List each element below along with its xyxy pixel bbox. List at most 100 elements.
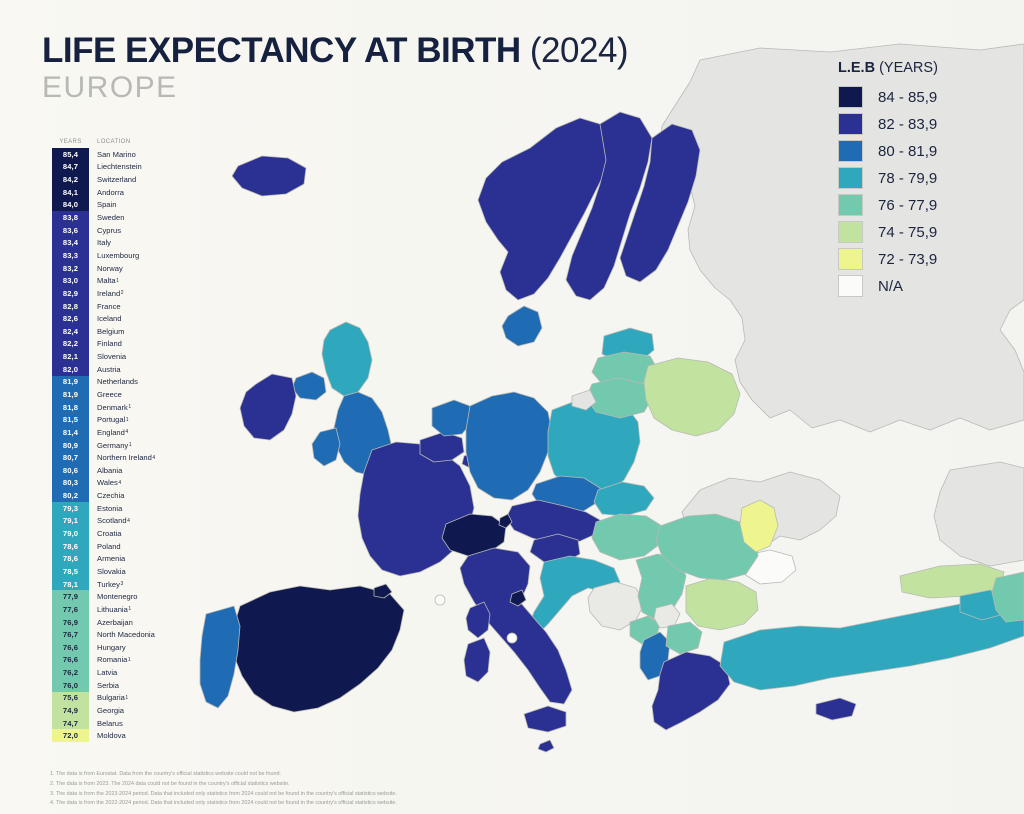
table-row[interactable]: 74,9 Georgia: [52, 704, 180, 717]
row-location-name: Slovenia: [97, 352, 127, 362]
legend-swatch: [838, 167, 863, 189]
legend-item[interactable]: 76 - 77,9: [838, 194, 938, 216]
table-row[interactable]: 84,1 Andorra: [52, 185, 180, 199]
table-row[interactable]: 81,4 England 4: [52, 426, 180, 439]
legend-item[interactable]: N/A: [838, 275, 938, 297]
row-location-name: Belarus: [97, 718, 123, 728]
table-row[interactable]: 83,4 Italy: [52, 236, 180, 250]
table-row[interactable]: 80,6 Albania: [52, 464, 180, 477]
table-row[interactable]: 83,2 Norway: [52, 261, 180, 275]
table-row[interactable]: 76,6 Hungary: [52, 640, 180, 654]
table-row[interactable]: 76,0 Serbia: [52, 678, 180, 692]
footnotes-block: 1. The data is from Eurostat. Data from …: [50, 770, 397, 809]
row-value: 76,0: [52, 678, 89, 692]
table-row[interactable]: 81,8 Denmark 1: [52, 400, 180, 414]
row-value: 80,6: [52, 464, 89, 477]
table-row[interactable]: 81,9 Greece: [52, 388, 180, 401]
row-location-name: North Macedonia: [97, 630, 155, 640]
table-row[interactable]: 83,8 Sweden: [52, 211, 180, 224]
row-location-name: Estonia: [97, 503, 123, 513]
legend-item[interactable]: 72 - 73,9: [838, 248, 938, 270]
legend-item[interactable]: 80 - 81,9: [838, 140, 938, 162]
row-value: 83,6: [52, 223, 89, 237]
row-location-name: Netherlands: [97, 377, 138, 387]
table-row[interactable]: 77,6 Lithuania 1: [52, 603, 180, 616]
table-row[interactable]: 80,2 Czechia: [52, 489, 180, 502]
table-row[interactable]: 85,4 San Marino: [52, 148, 180, 161]
table-row[interactable]: 82,1 Slovenia: [52, 350, 180, 363]
table-row[interactable]: 78,6 Poland: [52, 539, 180, 553]
row-location: Switzerland: [97, 173, 136, 186]
table-row[interactable]: 82,4 Belgium: [52, 324, 180, 338]
country-slovakia: [593, 481, 655, 517]
legend-label: 76 - 77,9: [878, 196, 938, 214]
table-row[interactable]: 77,9 Montenegro: [52, 590, 180, 604]
legend-swatch: [838, 140, 863, 162]
table-row[interactable]: 79,3 Estonia: [52, 501, 180, 515]
region-sicily: [523, 705, 567, 733]
row-location: Latvia: [97, 666, 117, 679]
row-location-name: Greece: [97, 389, 122, 399]
legend-item[interactable]: 82 - 83,9: [838, 113, 938, 135]
table-row[interactable]: 78,5 Slovakia: [52, 565, 180, 578]
row-value: 74,9: [52, 704, 89, 717]
table-row[interactable]: 79,1 Scotland 4: [52, 514, 180, 528]
table-row[interactable]: 80,3 Wales 4: [52, 476, 180, 490]
table-row[interactable]: 81,9 Netherlands: [52, 375, 180, 389]
country-cyprus: [815, 697, 857, 721]
table-row[interactable]: 78,6 Armenia: [52, 552, 180, 566]
country-spain: [231, 585, 405, 713]
page-title: LIFE EXPECTANCY AT BIRTH (2024): [42, 33, 629, 68]
row-location-name: Germany: [97, 440, 129, 450]
legend-label: N/A: [878, 277, 904, 295]
table-row[interactable]: 76,9 Azerbaijan: [52, 615, 180, 629]
table-row[interactable]: 82,8 France: [52, 299, 180, 313]
row-location: North Macedonia: [97, 628, 155, 641]
legend-item[interactable]: 84 - 85,9: [838, 86, 938, 108]
row-value: 76,7: [52, 628, 89, 641]
table-row[interactable]: 83,6 Cyprus: [52, 223, 180, 237]
row-value: 83,4: [52, 236, 89, 250]
row-location-name: Moldova: [97, 731, 126, 741]
table-row[interactable]: 75,6 Bulgaria 1: [52, 691, 180, 705]
table-row[interactable]: 76,7 North Macedonia: [52, 628, 180, 641]
legend-label: 82 - 83,9: [878, 115, 938, 133]
row-value: 83,8: [52, 211, 89, 224]
table-row[interactable]: 82,2 Finland: [52, 337, 180, 351]
table-row[interactable]: 76,6 Romania 1: [52, 653, 180, 667]
table-row[interactable]: 84,7 Liechtenstein: [52, 160, 180, 174]
table-row[interactable]: 74,7 Belarus: [52, 716, 180, 730]
row-location-name: Finland: [97, 339, 122, 349]
row-location: Moldova: [97, 729, 126, 742]
table-row[interactable]: 84,2 Switzerland: [52, 173, 180, 186]
legend-label: 74 - 75,9: [878, 223, 938, 241]
table-row[interactable]: 82,9 Ireland 2: [52, 287, 180, 300]
country-moldova: [739, 499, 779, 553]
table-row[interactable]: 80,7 Northern Ireland 4: [52, 451, 180, 465]
legend-item[interactable]: 78 - 79,9: [838, 167, 938, 189]
map-legend: L.E.B (YEARS) 84 - 85,9 82 - 83,9 80 - 81,…: [838, 60, 938, 302]
row-value: 76,6: [52, 640, 89, 654]
table-row[interactable]: 72,0 Moldova: [52, 729, 180, 743]
table-row[interactable]: 80,9 Germany 1: [52, 438, 180, 452]
table-row[interactable]: 79,0 Croatia: [52, 527, 180, 540]
table-row[interactable]: 82,6 Iceland: [52, 312, 180, 325]
row-location: Armenia: [97, 553, 125, 566]
country-bulgaria: [685, 577, 759, 631]
row-value: 76,6: [52, 653, 89, 667]
table-row[interactable]: 78,1 Turkey 3: [52, 577, 180, 591]
row-location: Malta 1: [97, 274, 119, 287]
country-northern-ireland: [291, 371, 327, 401]
table-row[interactable]: 82,0 Austria: [52, 362, 180, 376]
legend-label: 80 - 81,9: [878, 142, 938, 160]
country-germany: [465, 391, 553, 501]
footnote: 3. The data is from the 2023-2024 period…: [50, 790, 397, 797]
legend-item[interactable]: 74 - 75,9: [838, 221, 938, 243]
table-row[interactable]: 83,3 Luxembourg: [52, 249, 180, 262]
table-row[interactable]: 81,5 Portugal 1: [52, 413, 180, 427]
table-row[interactable]: 83,0 Malta 1: [52, 274, 180, 288]
table-row[interactable]: 84,0 Spain: [52, 198, 180, 212]
table-row[interactable]: 76,2 Latvia: [52, 666, 180, 679]
row-location-name: Georgia: [97, 706, 125, 715]
